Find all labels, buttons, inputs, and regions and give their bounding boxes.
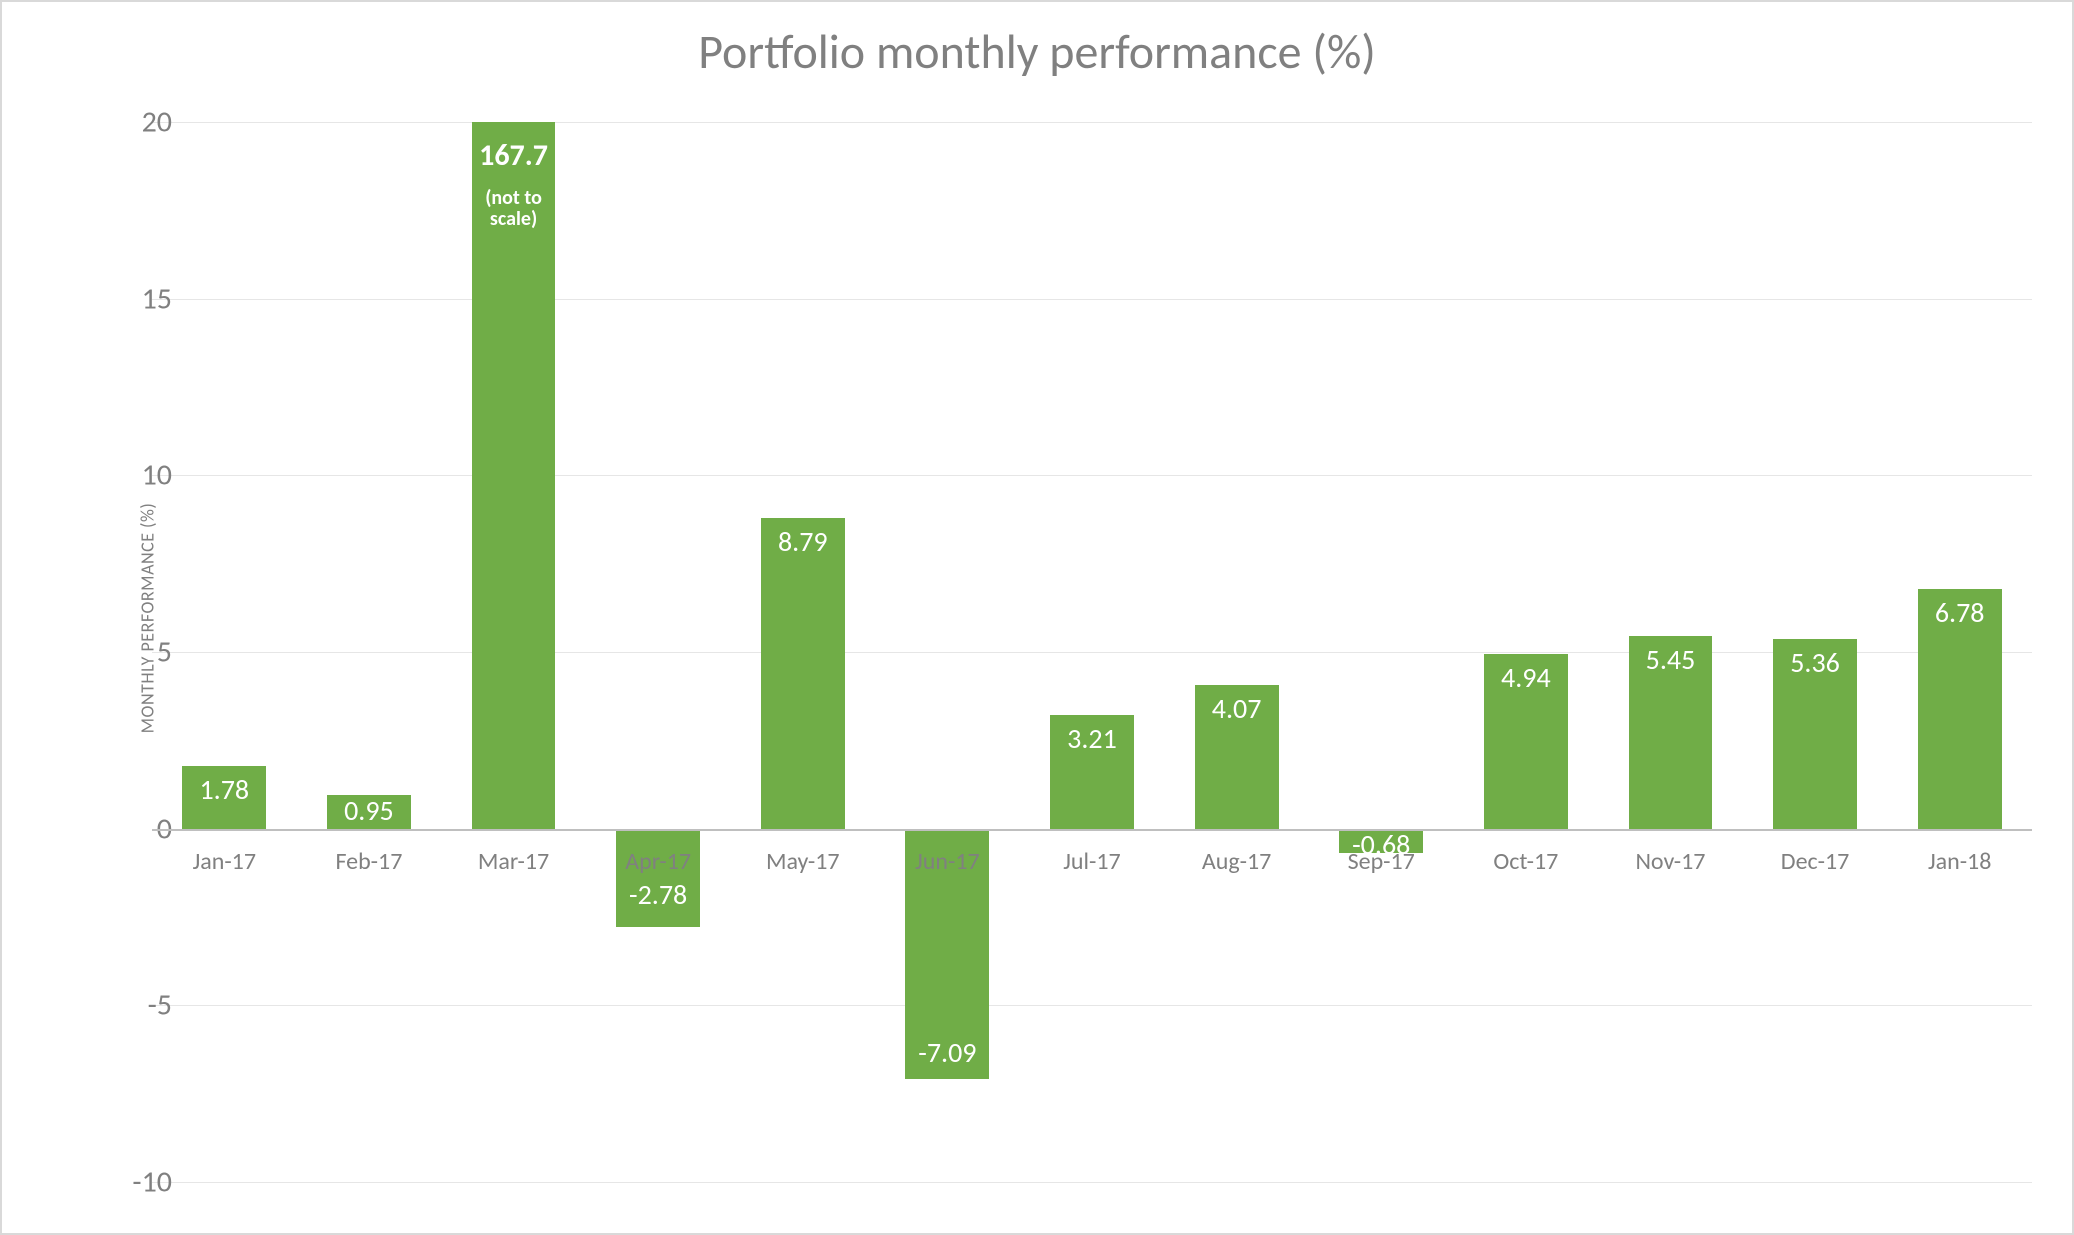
y-tick-label: 10	[72, 457, 172, 494]
x-axis-label: Jul-17	[1020, 847, 1165, 876]
bar-value-label: -2.78	[616, 877, 700, 912]
bar-value-label: 3.21	[1050, 721, 1134, 756]
chart-title: Portfolio monthly performance (%)	[2, 22, 2072, 81]
baseline	[152, 829, 2032, 831]
x-axis-label: Apr-17	[586, 847, 731, 876]
bar-annotation: 167.7(not toscale)	[472, 138, 556, 230]
y-tick-label: 5	[72, 634, 172, 671]
x-axis-label: May-17	[730, 847, 875, 876]
bar-value-label: 5.36	[1773, 645, 1857, 680]
x-axis-label: Jan-18	[1887, 847, 2032, 876]
bar-value-label: 4.94	[1484, 660, 1568, 695]
x-axis-label: Jun-17	[875, 847, 1020, 876]
bar-value-label: 1.78	[182, 772, 266, 807]
bar-value-label: 0.95	[327, 793, 411, 828]
y-tick-label: 15	[72, 280, 172, 317]
y-axis-label: MONTHLY PERFORMANCE (%)	[136, 502, 158, 733]
bar-value-label: -0.68	[1339, 827, 1423, 862]
gridline	[152, 1182, 2032, 1183]
gridline	[152, 299, 2032, 300]
x-axis-label: Feb-17	[297, 847, 442, 876]
gridline	[152, 1005, 2032, 1006]
y-tick-label: -10	[72, 1164, 172, 1201]
gridline	[152, 475, 2032, 476]
bar-value-label: 4.07	[1195, 691, 1279, 726]
chart-container: Portfolio monthly performance (%) MONTHL…	[0, 0, 2074, 1235]
y-tick-label: -5	[72, 987, 172, 1024]
x-axis-label: Nov-17	[1598, 847, 1743, 876]
bar-value-label: 8.79	[761, 524, 845, 559]
x-axis-label: Mar-17	[441, 847, 586, 876]
gridline	[152, 652, 2032, 653]
x-axis-label: Jan-17	[152, 847, 297, 876]
bar	[761, 518, 845, 829]
bar-value-label: 6.78	[1918, 595, 2002, 630]
x-axis-label: Dec-17	[1743, 847, 1888, 876]
y-tick-label: 20	[72, 104, 172, 141]
x-axis-label: Aug-17	[1164, 847, 1309, 876]
gridline	[152, 122, 2032, 123]
bar-value-label: -7.09	[905, 1035, 989, 1070]
bar-value-label: 5.45	[1629, 642, 1713, 677]
x-axis-label: Oct-17	[1454, 847, 1599, 876]
